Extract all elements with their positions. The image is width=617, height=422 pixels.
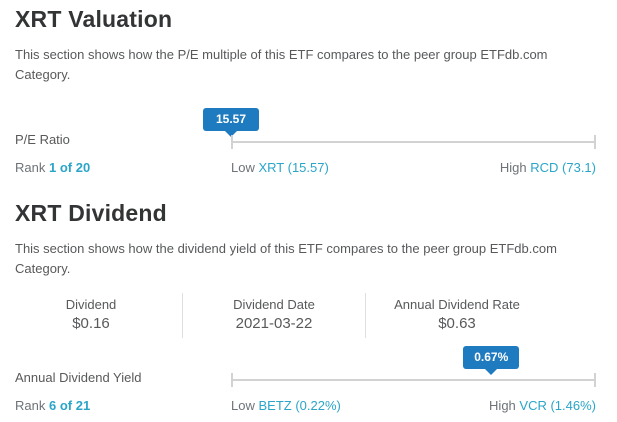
stat-value: $0.63 bbox=[438, 315, 476, 332]
high-ticker-link[interactable]: RCD (73.1) bbox=[530, 160, 596, 175]
dividend-yield-slider-track bbox=[231, 373, 596, 387]
dividend-section: XRT Dividend This section shows how the … bbox=[15, 200, 596, 413]
pe-ratio-rank-row: Rank 1 of 20 Low XRT (15.57) High RCD (7… bbox=[15, 160, 596, 175]
high-ticker-link[interactable]: VCR (1.46%) bbox=[519, 398, 596, 413]
high-label: High bbox=[489, 398, 516, 413]
dividend-section-title: XRT Dividend bbox=[15, 200, 167, 226]
rank-label: Rank bbox=[15, 160, 46, 175]
slider-left-tick bbox=[231, 135, 233, 149]
stat-label: Annual Dividend Rate bbox=[394, 297, 520, 312]
stat-dividend-date: Dividend Date 2021-03-22 bbox=[182, 293, 365, 338]
slider-left-tick bbox=[231, 373, 233, 387]
dividend-yield-label: Annual Dividend Yield bbox=[15, 370, 142, 385]
pe-ratio-value-tooltip: 15.57 bbox=[203, 108, 259, 137]
rank-value: 6 of 21 bbox=[48, 398, 91, 413]
dividend-yield-rank: Rank 6 of 21 bbox=[15, 398, 231, 413]
low-ticker-link[interactable]: BETZ (0.22%) bbox=[258, 398, 341, 413]
stat-label: Dividend Date bbox=[233, 297, 315, 312]
dividend-yield-slider: 0.67% bbox=[231, 346, 596, 392]
dividend-yield-value-tooltip: 0.67% bbox=[463, 346, 520, 375]
pe-ratio-rank: Rank 1 of 20 bbox=[15, 160, 231, 175]
low-ticker-link[interactable]: XRT (15.57) bbox=[258, 160, 329, 175]
slider-right-tick bbox=[594, 135, 596, 149]
stat-value: $0.16 bbox=[72, 315, 110, 332]
high-label: High bbox=[499, 160, 527, 175]
dividend-yield-rank-row: Rank 6 of 21 Low BETZ (0.22%) High VCR (… bbox=[15, 398, 596, 413]
pe-ratio-low: Low XRT (15.57) bbox=[231, 160, 329, 175]
dividend-stats-table: Dividend $0.16 Dividend Date 2021-03-22 … bbox=[0, 293, 548, 338]
stat-value: 2021-03-22 bbox=[235, 315, 313, 332]
pe-ratio-slider-track bbox=[231, 135, 596, 149]
dividend-yield-high: High VCR (1.46%) bbox=[489, 398, 596, 413]
dividend-description: This section shows how the dividend yiel… bbox=[15, 241, 557, 276]
valuation-description: This section shows how the P/E multiple … bbox=[15, 47, 548, 82]
pe-ratio-slider: 15.57 bbox=[203, 108, 596, 154]
low-label: Low bbox=[231, 398, 255, 413]
slider-right-tick bbox=[594, 373, 596, 387]
valuation-section: XRT Valuation This section shows how the… bbox=[15, 6, 596, 175]
pe-ratio-high: High RCD (73.1) bbox=[500, 160, 596, 175]
pe-ratio-label: P/E Ratio bbox=[15, 132, 70, 147]
stat-dividend: Dividend $0.16 bbox=[0, 293, 182, 338]
rank-label: Rank bbox=[15, 398, 46, 413]
low-label: Low bbox=[231, 160, 255, 175]
pe-ratio-slider-block: P/E Ratio 15.57 Rank 1 of 20 Low bbox=[15, 108, 596, 175]
stat-label: Dividend bbox=[65, 297, 117, 312]
rank-value: 1 of 20 bbox=[48, 160, 91, 175]
stat-annual-dividend-rate: Annual Dividend Rate $0.63 bbox=[365, 293, 548, 338]
dividend-yield-slider-block: Annual Dividend Yield 0.67% Rank 6 of 21 bbox=[15, 346, 596, 413]
valuation-section-title: XRT Valuation bbox=[15, 6, 173, 32]
dividend-yield-low: Low BETZ (0.22%) bbox=[231, 398, 341, 413]
etf-profile-page: XRT Valuation This section shows how the… bbox=[15, 6, 596, 413]
